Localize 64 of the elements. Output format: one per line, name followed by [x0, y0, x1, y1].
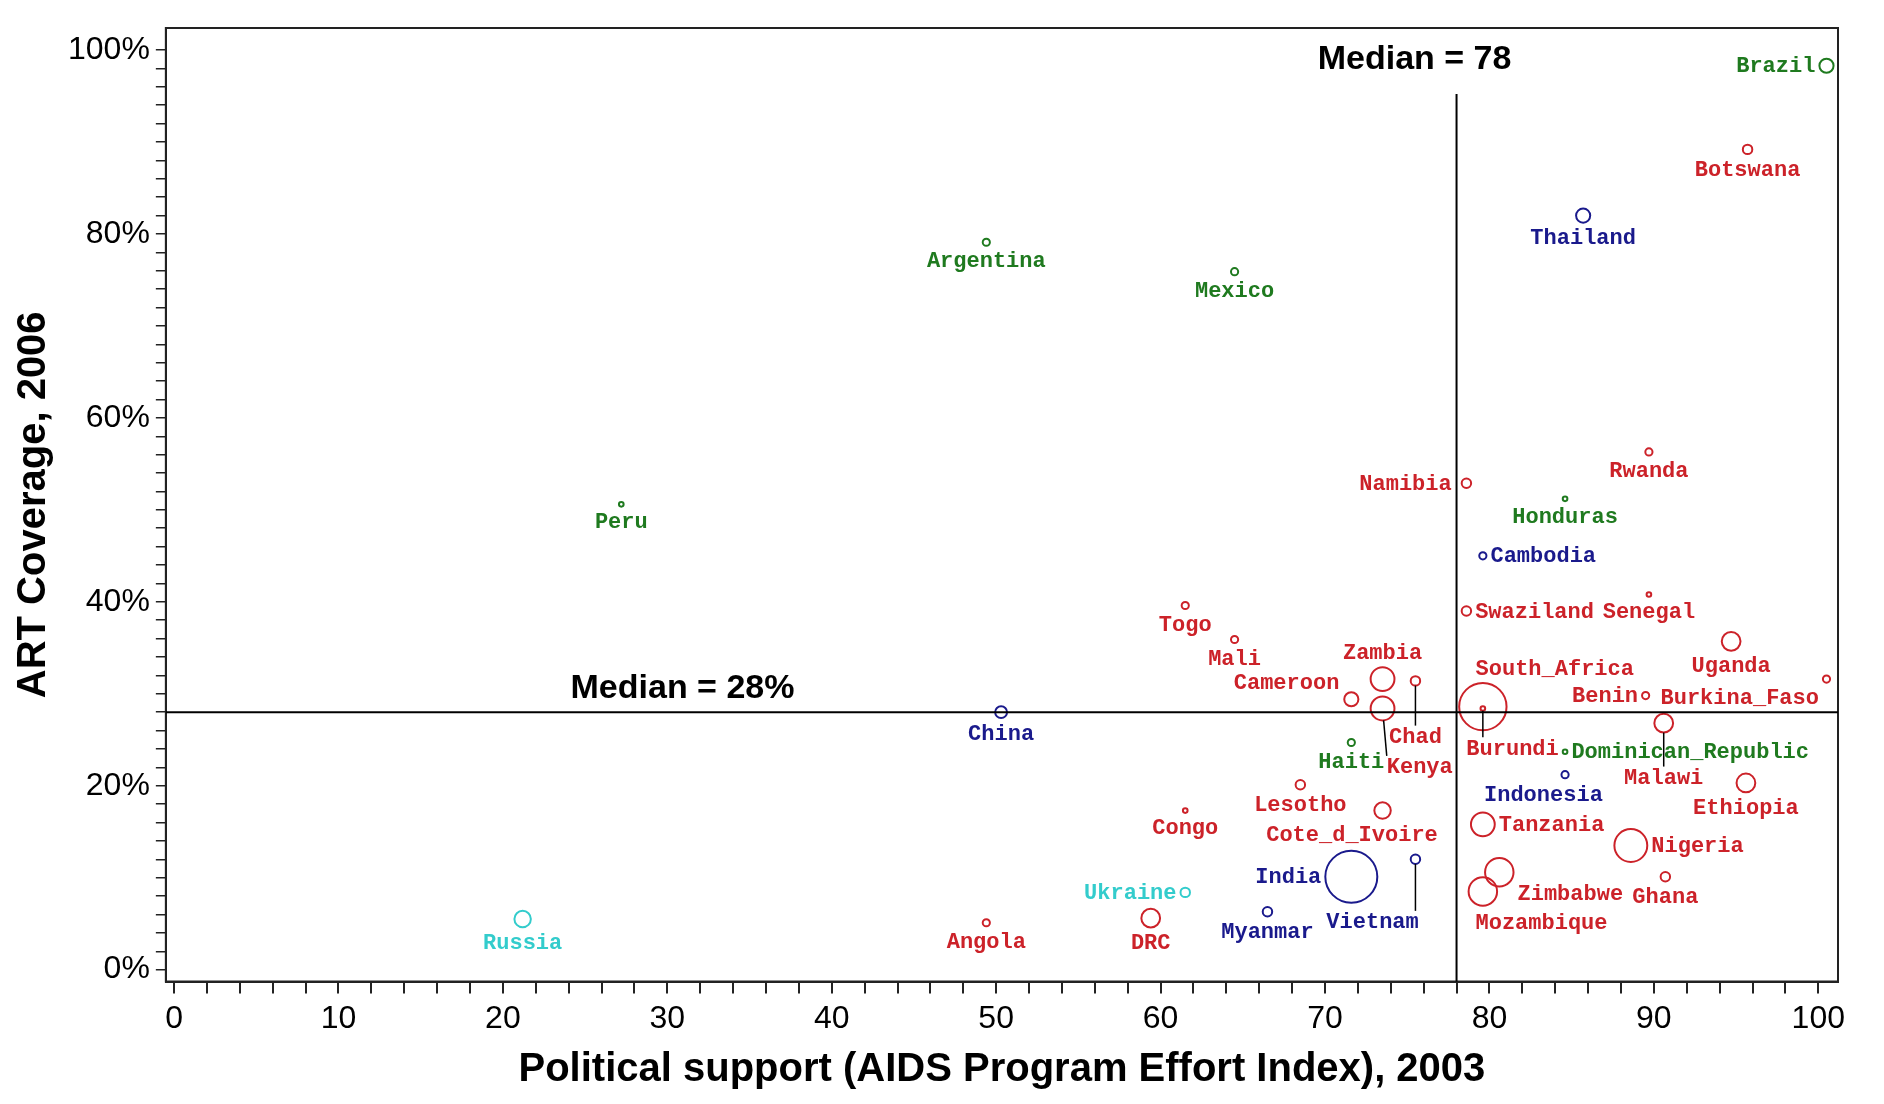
x-tick-label: 20	[485, 998, 521, 1035]
annotation: Myanmar	[1221, 919, 1314, 945]
y-tick-label: 40%	[85, 581, 150, 618]
ref-line-label: Median = 78	[1317, 38, 1512, 77]
x-axis-title: Political support (AIDS Program Effort Index), 2003	[518, 1045, 1486, 1090]
x-tick-label: 40	[813, 998, 850, 1035]
annotation: Botswana	[1694, 157, 1801, 183]
annotation: Zambia	[1342, 640, 1423, 666]
y-axis-title: ART Coverage, 2006	[9, 311, 54, 699]
annotation: DRC	[1130, 931, 1171, 957]
annotation: Tanzania	[1498, 812, 1605, 838]
annotation: Namibia	[1359, 471, 1452, 497]
annotation: Benin	[1572, 684, 1639, 710]
x-tick-label: 90	[1636, 998, 1672, 1035]
annotation: Honduras	[1512, 504, 1618, 530]
annotation: Indonesia	[1484, 783, 1603, 809]
annotation: Senegal	[1602, 600, 1696, 626]
annotation: Ethiopia	[1693, 795, 1799, 821]
x-tick-label: 50	[978, 998, 1014, 1035]
annotation: Argentina	[926, 249, 1046, 275]
x-tick-label: 10	[320, 998, 357, 1035]
annotation: Cote_d_Ivoire	[1266, 823, 1438, 849]
annotation: Angola	[946, 929, 1026, 955]
annotation: Kenya	[1386, 755, 1453, 781]
annotation: Rwanda	[1609, 459, 1689, 485]
annotation: Togo	[1158, 612, 1212, 638]
annotation: Ukraine	[1084, 880, 1177, 906]
annotation: Burundi	[1466, 736, 1559, 762]
annotation: Burkina_Faso	[1660, 686, 1819, 712]
y-tick-label: 80%	[85, 213, 150, 250]
annotation: Mozambique	[1475, 911, 1608, 937]
annotation: South_Africa	[1475, 657, 1634, 683]
x-tick-label: 60	[1142, 998, 1179, 1035]
annotation: Haiti	[1318, 749, 1385, 775]
annotation: Chad	[1389, 725, 1442, 751]
annotation: Malawi	[1624, 766, 1704, 792]
annotation: Nigeria	[1651, 834, 1744, 860]
annotation: Swaziland	[1475, 599, 1594, 625]
annotation: Mexico	[1194, 278, 1275, 304]
annotation: India	[1255, 865, 1322, 891]
annotation: Cameroon	[1233, 670, 1340, 696]
annotation: Ghana	[1632, 885, 1699, 911]
annotation: China	[968, 721, 1035, 747]
y-tick-label: 20%	[85, 765, 150, 802]
annotation: Thailand	[1530, 226, 1636, 252]
x-tick-label: 80	[1471, 998, 1508, 1035]
x-tick-label: 0	[165, 998, 183, 1035]
x-tick-label: 70	[1307, 998, 1343, 1035]
annotation: Cambodia	[1490, 544, 1597, 570]
annotation: Lesotho	[1254, 793, 1347, 819]
annotation: Brazil	[1736, 54, 1816, 80]
x-tick-label: 100	[1791, 998, 1845, 1035]
annotation: Vietnam	[1326, 910, 1419, 936]
annotation: Zimbabwe	[1517, 881, 1624, 907]
ref-line-label: Median = 28%	[570, 666, 795, 705]
y-tick-label: 60%	[85, 397, 150, 434]
annotation: Peru	[594, 510, 648, 536]
y-tick-label: 100%	[68, 29, 150, 66]
y-tick-label: 0%	[103, 949, 150, 986]
annotation: Russia	[483, 930, 563, 956]
annotation: Uganda	[1691, 654, 1771, 680]
annotation: Mali	[1208, 646, 1261, 672]
x-tick-label: 30	[649, 998, 686, 1035]
annotation: Congo	[1152, 816, 1219, 842]
